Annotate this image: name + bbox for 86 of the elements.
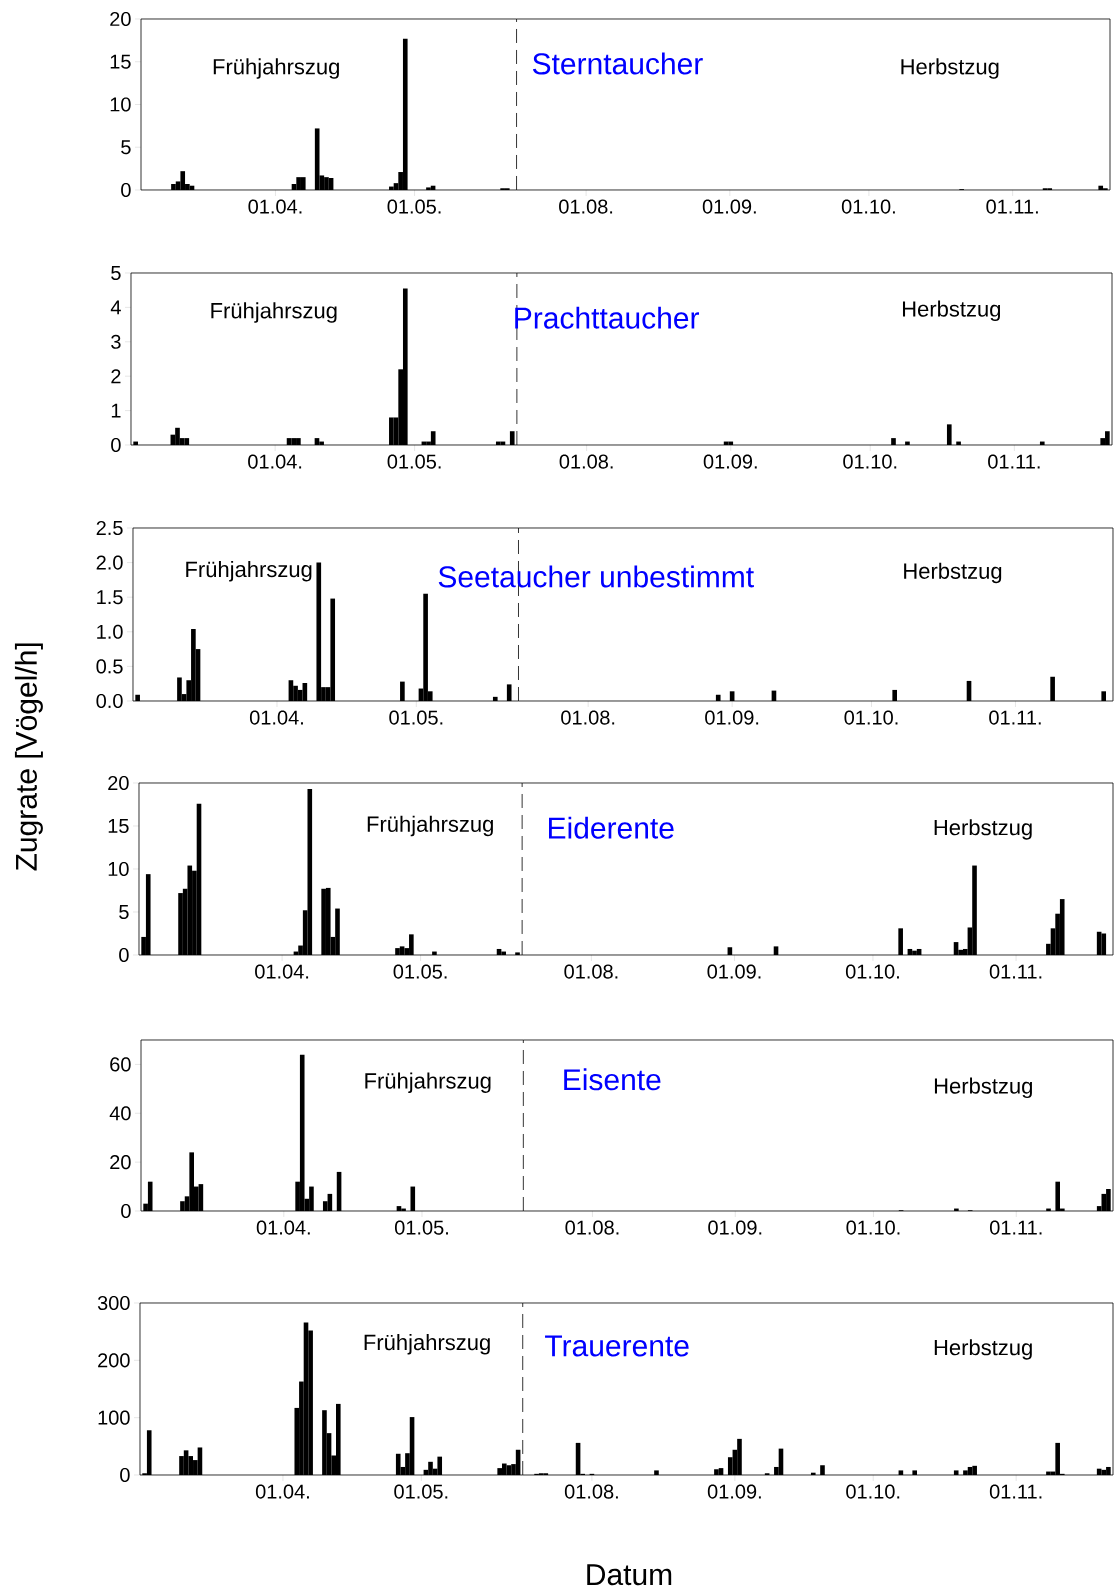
x-tick-label: 01.11. (989, 1220, 1042, 1235)
y-tick-label: 100 (98, 1410, 130, 1425)
x-tick-label: 01.10. (845, 964, 899, 979)
y-tick-label: 0 (119, 947, 129, 963)
annotation: Herbstzug (934, 1077, 1032, 1099)
x-tick-label: 01.05. (394, 1484, 448, 1499)
y-tick-label: 2.5 (96, 520, 123, 536)
y-tick-label: 0 (121, 1203, 131, 1219)
y-tick-label: 0 (111, 437, 121, 453)
x-tick-label: 01.04. (249, 710, 303, 725)
x-tick-label: 01.10. (846, 1220, 900, 1235)
y-tick-label: 15 (110, 54, 131, 69)
y-tick-label: 15 (108, 819, 129, 833)
x-tick-label: 01.09. (708, 1220, 762, 1235)
x-tick-label: 01.11. (986, 199, 1038, 214)
x-tick-label: 01.04. (255, 964, 309, 979)
x-tick-label: 01.05. (387, 454, 441, 469)
text: Prachttaucher (515, 306, 700, 329)
x-tick-label: 01.10. (841, 199, 895, 214)
x-tick-label: 01.11. (989, 1484, 1042, 1499)
y-tick-label: 10 (110, 97, 131, 112)
y-tick-label: 300 (97, 1295, 130, 1311)
y-tick-label: 0.5 (96, 659, 123, 674)
y-tick-label: 20 (110, 11, 131, 27)
annotation: Frühjahrszug (211, 302, 337, 323)
text: Eisente (564, 1068, 661, 1091)
y-tick-label: 0.0 (96, 693, 123, 709)
x-tick-label: 01.09. (707, 964, 761, 979)
x-tick-label: 01.08. (561, 710, 615, 725)
y-tick-label: 20 (110, 1155, 131, 1170)
x-tick-label: 01.04. (248, 454, 302, 469)
annotation: Herbstzug (934, 1339, 1032, 1360)
x-tick-label: 01.11. (988, 454, 1040, 469)
text: Trauerente (545, 1335, 689, 1357)
annotation: Herbstzug (901, 58, 999, 79)
y-tick-label: 20 (108, 775, 129, 791)
text: Seetaucher unbestimmt (438, 565, 754, 588)
annotation: Frühjahrszug (365, 1072, 491, 1093)
y-tick-label: 40 (109, 1106, 131, 1121)
x-tick-label: 01.05. (394, 1220, 448, 1235)
annotation: Herbstzug (904, 562, 1002, 584)
y-tick-label: 5 (119, 905, 129, 919)
x-tick-label: 01.05. (389, 710, 443, 725)
x-tick-label: 01.10. (843, 454, 897, 469)
x-tick-label: 01.08. (559, 454, 613, 469)
text: Sterntaucher (532, 52, 703, 75)
x-tick-label: 01.10. (846, 1484, 900, 1499)
annotation: Frühjahrszug (367, 815, 493, 837)
y-tick-label: 5 (111, 266, 121, 280)
y-tick-label: 60 (110, 1057, 131, 1072)
x-tick-label: 01.04. (255, 1484, 309, 1499)
y-tick-label: 2 (111, 369, 121, 384)
x-tick-label: 01.08. (565, 1220, 619, 1235)
y-tick-label: 2.0 (96, 555, 123, 570)
x-tick-label: 01.04. (256, 1220, 310, 1235)
text: Eiderente (549, 816, 674, 839)
x-tick-label: 01.04. (248, 199, 302, 214)
y-tick-label: 200 (98, 1353, 130, 1368)
annotation: Frühjahrszug (213, 58, 339, 79)
x-tick-label: 01.11. (989, 964, 1042, 979)
y-tick-label: 10 (108, 861, 129, 877)
x-tick-label: 01.09. (702, 199, 756, 214)
x-tick-label: 01.09. (707, 1484, 761, 1499)
x-tick-label: 01.05. (387, 199, 441, 214)
x-tick-label: 01.09. (703, 454, 757, 469)
annotation: Herbstzug (902, 300, 1001, 322)
y-tick-label: 1 (111, 403, 121, 418)
x-tick-label: 01.08. (564, 1484, 618, 1499)
y-tick-label: 1.0 (97, 624, 123, 639)
x-tick-label: 01.10. (844, 710, 898, 725)
y-tick-label: 5 (121, 140, 131, 155)
y-axis-title: Zugrate [Vögel/h] (14, 643, 43, 871)
x-tick-label: 01.09. (705, 710, 759, 725)
x-tick-label: 01.08. (564, 964, 618, 979)
y-tick-label: 3 (111, 334, 121, 349)
y-tick-label: 1.5 (97, 590, 123, 605)
y-tick-label: 0 (120, 1467, 130, 1483)
x-axis-title: Datum (587, 1564, 672, 1586)
x-tick-label: 01.05. (393, 964, 447, 979)
y-tick-label: 4 (110, 300, 121, 315)
annotation: Herbstzug (934, 819, 1032, 840)
y-tick-label: 0 (121, 182, 131, 198)
x-tick-label: 01.11. (989, 710, 1041, 725)
annotation: Frühjahrszug (186, 560, 312, 582)
x-tick-label: 01.08. (559, 199, 613, 214)
annotation: Frühjahrszug (364, 1334, 490, 1355)
